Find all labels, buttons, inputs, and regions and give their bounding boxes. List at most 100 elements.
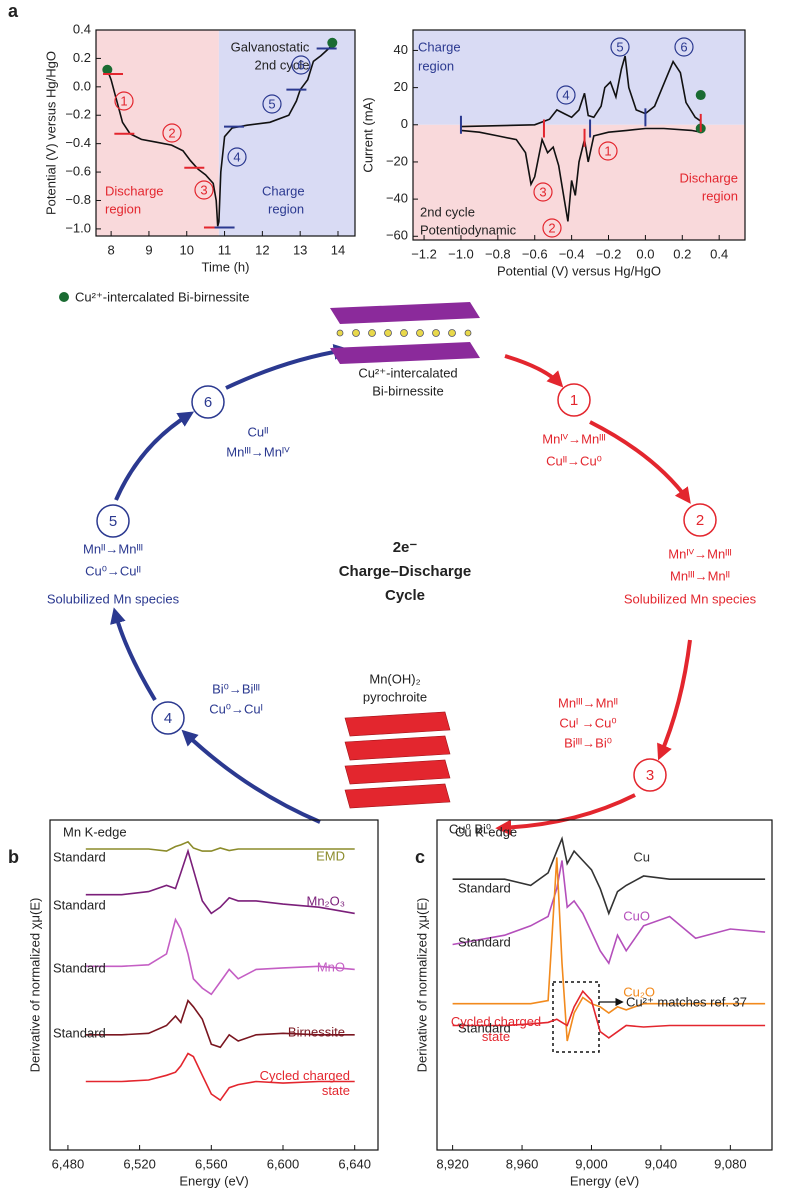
annotation: Potentiodynamic <box>420 222 517 237</box>
series-line <box>460 55 702 222</box>
arrow <box>657 639 692 761</box>
x-tick-label: 12 <box>255 242 269 257</box>
step-circle <box>674 37 694 57</box>
annotation: 2nd cycle <box>255 57 310 72</box>
legend-text: Cu²⁺-intercalated Bi-birnessite <box>75 289 249 304</box>
annotation: Cu²⁺ matches ref. 37 <box>626 994 747 1009</box>
step-circle <box>556 85 576 105</box>
y-axis-label: Current (mA) <box>360 97 375 172</box>
step-circle <box>610 37 630 57</box>
annotation: region <box>418 58 454 73</box>
x-tick-label: 9,080 <box>714 1156 747 1171</box>
series-line <box>452 989 766 1039</box>
x-tick-label: 8 <box>108 242 115 257</box>
center-label: Charge–Discharge <box>339 563 472 580</box>
species-label: Bi-birnessite <box>372 383 444 398</box>
x-tick-label: −0.6 <box>522 246 548 261</box>
y-tick-label: 0.4 <box>73 21 91 36</box>
series-label: Cycled charged state <box>259 1068 350 1098</box>
node-circle <box>191 385 225 419</box>
node-label: Cuᴵᴵ→Cu⁰ <box>546 453 602 468</box>
series-line <box>85 999 355 1049</box>
node-label: Mnᴵᴵ→Mnᴵᴵᴵ <box>83 541 143 556</box>
annotation: 5 <box>616 39 623 54</box>
x-tick-label: 0.2 <box>673 246 691 261</box>
step-circle <box>162 123 182 143</box>
step-circle <box>227 147 247 167</box>
step-circle <box>291 55 311 75</box>
annotation: 2 <box>168 125 175 140</box>
x-tick-label: 6,480 <box>52 1156 85 1171</box>
node-label: Mnᴵⱽ→Mnᴵᴵᴵ <box>542 431 605 446</box>
node-circle <box>633 758 667 792</box>
step-circle <box>533 182 553 202</box>
arrow <box>504 354 564 388</box>
series-line <box>85 848 355 915</box>
annotation: Standard <box>53 849 106 864</box>
x-tick-label: −1.0 <box>448 246 474 261</box>
annotation: 4 <box>562 87 569 102</box>
node-label: Solubilized Mn species <box>624 591 757 606</box>
y-axis-label: Potential (V) versus Hg/HgO <box>43 51 58 215</box>
chart: 8 9 10 11 12 13 140.40.20.0−0.2−0.4−0.6−0.8−1.… <box>43 21 356 274</box>
annotation: Discharge <box>679 170 738 185</box>
arrow <box>225 343 350 390</box>
x-tick-label: 6,600 <box>267 1156 300 1171</box>
x-tick-label: 14 <box>331 242 345 257</box>
series-line <box>85 917 355 996</box>
x-tick-label: 6,520 <box>123 1156 156 1171</box>
node-label: Mnᴵᴵᴵ→Mnᴵᴵ <box>558 695 618 710</box>
node-label: Mnᴵᴵᴵ→Mnᴵⱽ <box>226 444 290 459</box>
chart: 6,480 6,520 6,560 6,600 6,640 Energy (eV) Deri… <box>27 819 379 1188</box>
legend-dot <box>59 292 69 302</box>
node-label: Cuᴵ →Cu⁰ <box>559 715 616 730</box>
x-tick-label: 9 <box>145 242 152 257</box>
annotation: 2 <box>548 220 555 235</box>
x-axis-label: Potential (V) versus Hg/HgO <box>497 263 661 278</box>
marker-dot <box>695 90 706 101</box>
annotation: 1 <box>120 93 127 108</box>
y-axis-label: Derivative of normalized χμ(E) <box>27 898 42 1073</box>
x-tick-label: 9,040 <box>645 1156 678 1171</box>
node-label: Cu⁰→Cuᴵ <box>209 701 263 716</box>
node-label: Cu⁰→Cuᴵᴵ <box>85 563 141 578</box>
node-label: Solubilized Mn species <box>47 591 180 606</box>
series-label: Cu <box>633 849 650 864</box>
annotation: Standard <box>53 960 106 975</box>
highlight-box <box>552 981 600 1053</box>
plot-frame <box>436 819 773 1151</box>
panel-label: b <box>8 847 19 867</box>
node-circle <box>683 503 717 537</box>
series-line <box>85 840 355 852</box>
x-tick-label: 0.0 <box>636 246 654 261</box>
node-number: 2 <box>696 512 704 529</box>
series-label: EMD <box>316 848 345 863</box>
node-label: Bi⁰→Biᴵᴵᴵ <box>212 681 260 696</box>
region <box>218 30 355 236</box>
chart: −1.2 −1.0 −0.8 −0.6 −0.4 −0.2 0.0 0.2 0.4 40 20 0 −2… <box>360 29 746 278</box>
y-tick-label: −60 <box>386 228 408 243</box>
step-circle <box>262 94 282 114</box>
x-tick-label: −1.2 <box>411 246 437 261</box>
series-label: CuO <box>623 908 650 923</box>
y-tick-label: 0.2 <box>73 50 91 65</box>
x-axis-label: Energy (eV) <box>570 1173 639 1188</box>
birnessite-icon <box>330 302 480 364</box>
x-axis-label: Energy (eV) <box>179 1173 248 1188</box>
panel-label: a <box>8 1 19 21</box>
y-tick-label: −0.8 <box>65 192 91 207</box>
series-label: MnO <box>317 959 345 974</box>
node-label: Mnᴵⱽ→Mnᴵᴵᴵ <box>668 546 731 561</box>
annotation: Standard <box>458 1020 511 1035</box>
series-line <box>106 42 335 227</box>
series-line <box>85 1052 355 1102</box>
annotation: Standard <box>458 934 511 949</box>
y-tick-label: −0.2 <box>65 107 91 122</box>
step-circle <box>598 141 618 161</box>
series-line <box>452 860 766 966</box>
x-tick-label: 11 <box>218 242 232 257</box>
x-tick-label: 13 <box>293 242 307 257</box>
x-tick-label: −0.2 <box>596 246 622 261</box>
species-label: Cu²⁺-intercalated <box>358 365 457 380</box>
